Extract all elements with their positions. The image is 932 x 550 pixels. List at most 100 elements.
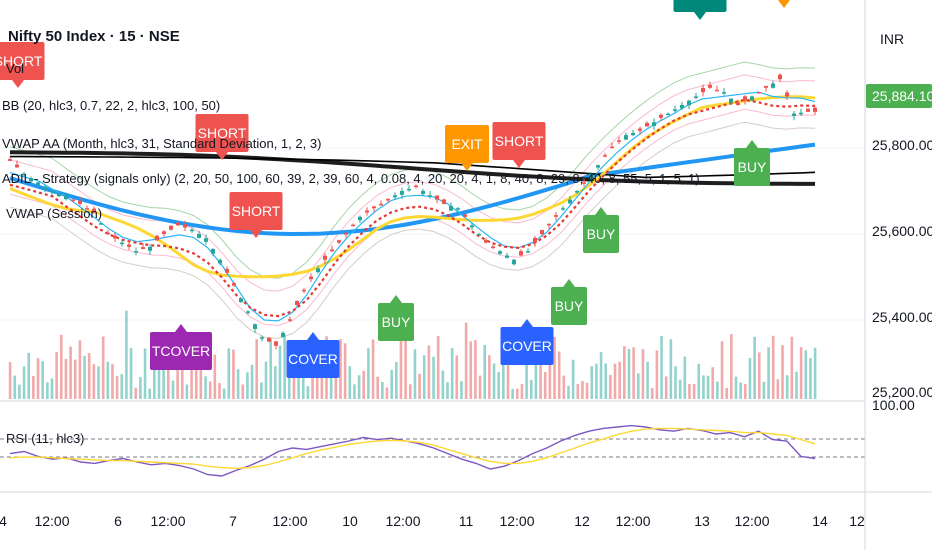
volume-bar xyxy=(194,361,198,399)
signals: SHORT SHORT SHORT TCOVER COVER BUY EXIT SHORT CO… xyxy=(0,0,806,378)
time-tick: 12:00 xyxy=(615,513,650,529)
candle-body xyxy=(624,135,628,140)
volume-bar xyxy=(571,359,575,399)
volume-bar xyxy=(36,358,40,399)
volume-bar xyxy=(357,375,361,399)
volume-bar xyxy=(813,347,817,399)
legend-vwap-aa[interactable]: VWAP AA (Month, hlc3, 31, Standard Devia… xyxy=(2,136,321,151)
candles xyxy=(8,73,817,350)
candle-body xyxy=(764,85,768,88)
signal-short[interactable]: SHORT xyxy=(229,192,283,238)
volume-bar xyxy=(483,344,487,399)
volume-bar xyxy=(488,355,491,399)
volume-bar xyxy=(585,382,589,399)
candle-body xyxy=(29,178,33,182)
legend-strategy[interactable]: ADIL - Strategy (signals only) (2, 20, 5… xyxy=(2,171,700,186)
volume-bar xyxy=(646,361,649,399)
time-axis: 4 12:00 6 12:00 7 12:00 10 12:00 11 12:00 12 12:00 1… xyxy=(0,513,865,529)
ma-blue-line xyxy=(9,91,816,322)
volume-bar xyxy=(688,383,691,399)
volume-bar xyxy=(390,370,393,399)
volume-bar xyxy=(562,375,566,399)
volume-bar xyxy=(246,372,249,399)
volume-bar xyxy=(804,350,808,399)
volume-bar xyxy=(441,370,445,399)
bb-lower-outer xyxy=(9,121,816,339)
vwap-session-line xyxy=(9,142,816,237)
volume-bar xyxy=(539,357,542,399)
candle-body xyxy=(421,191,425,195)
volume-bar xyxy=(753,336,756,399)
volume-bar xyxy=(129,347,133,399)
volume-bar xyxy=(50,378,54,399)
signal-buy[interactable]: BUY xyxy=(734,140,770,186)
signal-buy[interactable]: BUY xyxy=(551,279,587,325)
rsi-legend[interactable]: RSI (11, hlc3) xyxy=(6,431,85,446)
volume-bar xyxy=(534,334,538,399)
signal-label: COVER xyxy=(288,351,338,367)
volume-bar xyxy=(641,349,645,399)
symbol-title[interactable]: Nifty 50 Index · 15 · NSE xyxy=(8,28,180,45)
candle-body xyxy=(666,113,670,116)
candle-body xyxy=(708,84,712,88)
candle-body xyxy=(71,199,75,202)
candle-body xyxy=(463,214,467,217)
ma-yellow-line xyxy=(9,95,816,279)
candle-body xyxy=(498,251,502,254)
volume-bar xyxy=(762,381,766,399)
signal-exit[interactable]: EXIT xyxy=(762,0,806,8)
time-tick: 13 xyxy=(694,513,710,529)
signal-buy[interactable]: BUY xyxy=(583,207,619,253)
signal-short[interactable]: SHORT xyxy=(0,42,45,88)
signal-label: SHORT xyxy=(495,133,544,149)
legend-bb[interactable]: BB (20, hlc3, 0.7, 22, 2, hlc3, 100, 50) xyxy=(2,98,220,113)
signal-short[interactable]: SHORT xyxy=(492,122,546,168)
candle-body xyxy=(484,240,488,243)
signal-short[interactable]: SHORT xyxy=(195,114,249,160)
signal-exit[interactable]: EXIT xyxy=(445,125,489,171)
volume-bar xyxy=(567,385,570,399)
volume-bar xyxy=(604,363,608,399)
volume-bar xyxy=(678,379,682,399)
volume-bar xyxy=(353,384,356,399)
volume-bar xyxy=(492,363,496,399)
volume-bar xyxy=(497,372,500,399)
volume-bar xyxy=(46,382,49,399)
volume-bar xyxy=(106,361,110,399)
volume-bar xyxy=(41,361,44,399)
legend-vol[interactable]: Vol xyxy=(6,61,24,76)
currency-label[interactable]: INR xyxy=(880,31,904,47)
candle-body xyxy=(239,298,243,303)
candle-body xyxy=(568,199,572,204)
volume-bar xyxy=(278,345,282,399)
candle-body xyxy=(260,337,264,339)
time-tick: 12 xyxy=(574,513,590,529)
candle-body xyxy=(407,188,411,191)
legend-vwap-session[interactable]: VWAP (Session) xyxy=(6,206,102,221)
signal-cover[interactable]: COVER xyxy=(500,319,554,365)
candle-body xyxy=(799,112,803,115)
volume-bar xyxy=(664,376,668,399)
signal-label: TEXIT xyxy=(680,0,720,1)
volume-bar xyxy=(176,352,179,399)
signal-texit[interactable]: TEXIT xyxy=(673,0,727,20)
candle-body xyxy=(358,216,362,221)
candle-body xyxy=(64,195,68,200)
volume-bar xyxy=(413,349,417,399)
volume-bar xyxy=(595,363,598,399)
candle-body xyxy=(393,195,397,198)
signal-buy[interactable]: BUY xyxy=(378,295,414,341)
price-tick-25400: 25,400.00 xyxy=(872,309,932,325)
time-tick: 11 xyxy=(459,513,474,529)
volume-bar xyxy=(260,382,263,399)
candle-body xyxy=(323,255,327,260)
volume-bar xyxy=(162,363,165,399)
volume-bar xyxy=(97,366,100,399)
signal-cover[interactable]: COVER xyxy=(286,332,340,378)
volume-bar xyxy=(581,381,584,399)
volume-bar xyxy=(618,361,621,399)
volume-bar xyxy=(502,357,505,399)
volume-bar xyxy=(385,387,389,399)
signal-tcover[interactable]: TCOVER xyxy=(150,324,212,370)
volume-bar xyxy=(460,381,463,399)
